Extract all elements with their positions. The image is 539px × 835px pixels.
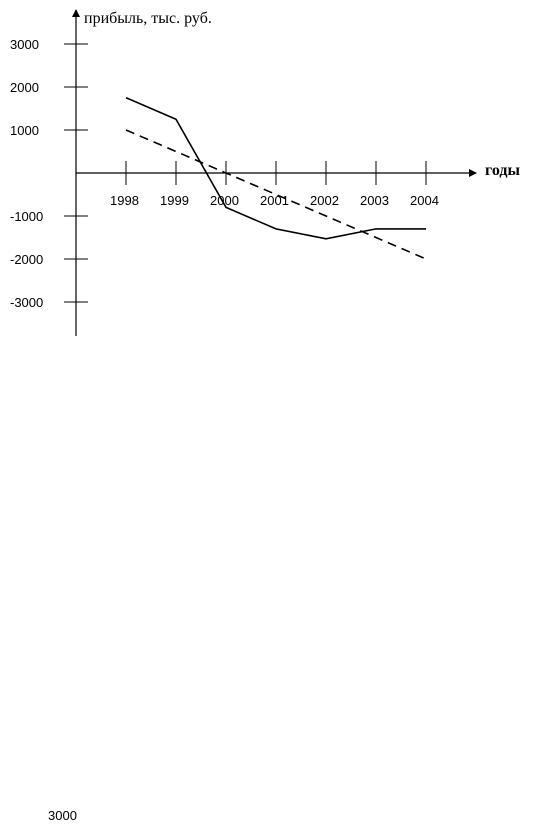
y-tick-label: 2000 <box>10 80 39 95</box>
y-tick-label: -3000 <box>10 295 43 310</box>
footer-number-label: 3000 <box>48 808 77 823</box>
x-axis-title: годы <box>485 162 521 179</box>
x-tick-label: 1998 <box>110 193 139 208</box>
x-tick-label: 2000 <box>210 193 239 208</box>
y-tick-label: -1000 <box>10 209 43 224</box>
trend-line-dashed <box>125 129 427 260</box>
y-tick-label: -2000 <box>10 252 43 267</box>
y-tick-label: 1000 <box>10 123 39 138</box>
x-tick-label: 2001 <box>260 193 289 208</box>
y-axis-title: прибыль, тыс. руб. <box>84 10 212 27</box>
x-tick-label: 2003 <box>360 193 389 208</box>
y-tick-label: 3000 <box>10 37 39 52</box>
x-tick-label: 1999 <box>160 193 189 208</box>
x-tick-label: 2004 <box>410 193 439 208</box>
x-tick-label: 2002 <box>310 193 339 208</box>
profit-line-solid <box>125 97 426 240</box>
